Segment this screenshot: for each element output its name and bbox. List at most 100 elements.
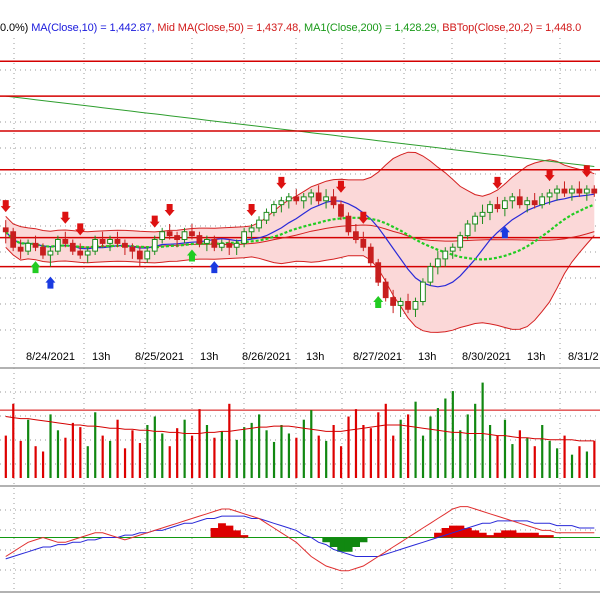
volume-bar [235,439,238,478]
candle-body [92,239,99,252]
candle-body [420,281,426,302]
x-tick-label: 8/27/2021 [353,351,402,363]
volume-bar [414,401,417,478]
sell-arrow [492,176,503,189]
volume-bar [190,435,194,478]
macd-histogram-bar [530,532,539,538]
volume-bar [429,416,432,478]
candle-body [546,192,553,198]
candle-body [241,231,248,244]
candle-body [99,239,106,244]
candle-body [561,188,568,194]
macd-histogram-bar [352,537,360,547]
volume-bar [585,451,589,478]
candle-body [457,235,464,248]
candle-body [300,196,307,202]
volume-bar [481,382,484,478]
volume-bar [94,412,97,478]
volume-bar [287,433,291,478]
macd-histogram-bar [232,530,241,538]
sell-arrow [358,211,369,224]
sell-arrow [335,180,346,193]
buy-arrow [373,296,384,308]
candle-body [345,215,352,233]
candle-body [226,242,233,248]
candle-body [40,246,46,256]
bollinger-upper-line [5,151,595,233]
candle-body [330,196,337,206]
buy-arrow [186,249,197,262]
volume-bar [146,425,149,478]
volume-bar [310,410,313,478]
candle-body [166,231,173,237]
macd-histogram-bar [441,528,450,538]
candle-body [233,242,240,248]
candle-body [293,196,300,202]
volume-bar [4,435,7,478]
candle-body [360,239,367,248]
candle-body [308,192,315,198]
candle-body [531,200,538,206]
macd-histogram-bar [538,535,547,538]
volume-bar [131,430,134,478]
sell-arrow [0,200,11,213]
volume-bar [541,425,544,478]
volume-bar [317,435,320,478]
volume-bar [593,440,596,478]
candle-body [479,211,486,217]
macd-histogram-bar [501,530,509,538]
volume-bar [548,440,551,478]
volume-bar [205,425,209,478]
candle-body [509,196,516,202]
x-tick-label: 8/26/2021 [242,351,291,363]
candle-body [569,188,575,194]
volume-bar [526,437,529,478]
macd-line [5,506,595,572]
sell-arrow [581,165,592,178]
sell-arrow [149,215,160,228]
candle-body [442,250,449,260]
candle-body [196,235,203,244]
volume-bar [228,403,231,478]
sell-arrow [75,223,86,236]
volume-bar [49,414,52,478]
volume-bar [578,446,581,478]
volume-bar [153,416,156,478]
macd-histogram-bar [516,532,524,538]
candle-body [159,231,166,240]
volume-bar [362,425,365,478]
volume-bar [332,425,335,478]
candle-body [47,250,54,256]
candle-body [17,246,24,252]
candle-body [144,250,151,260]
candle-body [114,239,121,244]
volume-bar [347,416,350,478]
candle-body [323,196,329,202]
x-tick-label: 8/25/2021 [135,351,184,363]
legend-item: 0.0%) [0,22,32,34]
macd-histogram-bar [240,535,249,538]
volume-bar [86,446,89,478]
candle-body [501,200,508,209]
volume-bar [176,428,179,478]
volume-bar [325,440,328,478]
candle-body [211,239,218,248]
legend-item: MA(Close,10) = 1,442.87, [31,22,158,34]
indicator-legend: 0.0%) MA(Close,10) = 1,442.87, Mid MA(Cl… [0,20,581,36]
macd-histogram-bar [545,535,554,538]
volume-bar [71,422,74,478]
candle-body [263,211,270,221]
x-tick-label: 13h [200,351,218,363]
volume-bar [421,435,425,478]
macd-histogram-bar [344,537,353,552]
macd-histogram-bar [210,528,219,538]
candle-body [218,242,225,248]
volume-bar [384,403,387,478]
volume-bar [109,440,112,478]
volume-bar [116,419,119,478]
volume-bar [101,435,104,478]
volume-bar [570,454,574,478]
macd-histogram-bar [471,530,480,538]
